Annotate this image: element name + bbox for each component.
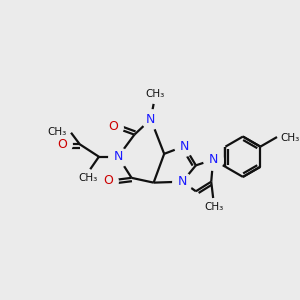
Text: N: N: [113, 150, 123, 163]
Text: O: O: [108, 121, 118, 134]
Text: CH₃: CH₃: [79, 173, 98, 183]
Text: CH₃: CH₃: [145, 89, 164, 99]
Text: O: O: [58, 138, 67, 151]
Text: CH₃: CH₃: [205, 202, 224, 212]
Text: N: N: [208, 153, 218, 166]
Text: CH₃: CH₃: [47, 127, 66, 137]
Text: N: N: [180, 140, 189, 153]
Text: N: N: [146, 113, 155, 126]
Text: N: N: [178, 175, 187, 188]
Text: O: O: [103, 174, 113, 187]
Text: CH₃: CH₃: [280, 133, 299, 143]
